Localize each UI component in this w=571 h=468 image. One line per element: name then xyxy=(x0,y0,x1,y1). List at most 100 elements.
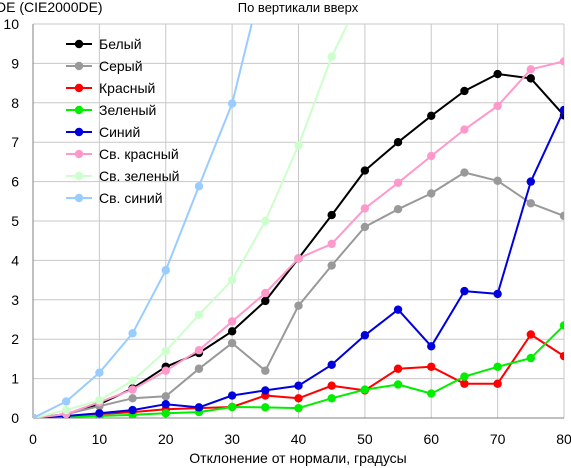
legend-swatch-marker-6 xyxy=(74,171,84,181)
data-point-1-9 xyxy=(327,261,336,270)
data-point-5-15 xyxy=(526,65,536,74)
data-point-4-5 xyxy=(194,403,204,412)
data-point-2-11 xyxy=(393,364,403,373)
legend-item-5: Св. красный xyxy=(66,146,179,162)
data-point-1-10 xyxy=(360,222,370,232)
data-point-3-15 xyxy=(526,353,536,363)
data-point-4-13 xyxy=(460,286,469,296)
data-point-5-8 xyxy=(294,254,303,263)
data-point-6-2 xyxy=(95,396,104,405)
data-point-6-9 xyxy=(327,52,336,61)
data-point-5-14 xyxy=(493,101,502,111)
data-point-4-3 xyxy=(128,405,137,415)
data-point-2-15 xyxy=(526,330,536,339)
y-tick-label-3: 3 xyxy=(11,292,19,308)
data-point-1-7 xyxy=(261,366,270,375)
data-point-0-15 xyxy=(526,74,536,83)
tick-labels: 0 10 20 30 40 50 60 70 80 0 1 2 3 4 5 6 7 8 9 10 xyxy=(3,16,571,447)
data-point-2-12 xyxy=(427,362,436,371)
data-point-1-14 xyxy=(493,176,502,186)
data-point-0-9 xyxy=(327,210,336,220)
y-tick-label-1: 1 xyxy=(11,371,19,387)
data-point-3-4 xyxy=(161,409,170,418)
data-point-1-5 xyxy=(194,364,204,373)
legend-item-6: Св. зеленый xyxy=(66,168,179,184)
data-point-4-14 xyxy=(493,289,502,299)
data-point-5-3 xyxy=(128,385,137,394)
legend-label-6: Св. зеленый xyxy=(99,168,179,184)
data-point-0-13 xyxy=(460,86,469,96)
data-point-3-10 xyxy=(360,385,370,394)
y-tick-label-8: 8 xyxy=(11,95,19,111)
data-point-4-9 xyxy=(327,360,336,370)
x-tick-label-2: 20 xyxy=(158,431,174,447)
data-point-6-4 xyxy=(161,346,170,356)
data-point-4-7 xyxy=(261,386,270,395)
data-point-3-8 xyxy=(294,403,303,413)
data-point-4-16 xyxy=(559,105,564,115)
data-point-3-9 xyxy=(327,394,336,403)
data-point-1-3 xyxy=(128,394,137,403)
data-point-0-6 xyxy=(227,327,237,336)
data-point-0-12 xyxy=(427,111,436,121)
y-tick-label-6: 6 xyxy=(11,174,19,190)
data-point-5-13 xyxy=(460,125,469,134)
data-point-2-8 xyxy=(294,394,303,403)
x-tick-label-5: 50 xyxy=(357,431,373,447)
y-tick-label-10: 10 xyxy=(3,16,19,32)
legend-item-4: Синий xyxy=(66,124,140,140)
data-point-7-6 xyxy=(227,99,237,108)
y-tick-label-5: 5 xyxy=(11,213,19,229)
legend-label-0: Белый xyxy=(99,36,142,52)
x-tick-label-1: 10 xyxy=(92,431,108,447)
data-point-1-8 xyxy=(294,301,303,310)
data-point-6-5 xyxy=(194,310,204,319)
axes xyxy=(32,24,564,419)
data-point-0-11 xyxy=(393,138,403,147)
data-point-1-13 xyxy=(460,168,469,177)
data-point-0-10 xyxy=(360,166,370,175)
data-point-2-13 xyxy=(460,379,469,388)
data-point-4-11 xyxy=(393,305,403,314)
y-tick-label-7: 7 xyxy=(11,134,19,150)
data-point-5-7 xyxy=(261,288,270,298)
x-tick-label-8: 80 xyxy=(556,431,571,447)
data-point-7-5 xyxy=(194,182,204,191)
y-tick-label-9: 9 xyxy=(11,55,19,71)
data-point-5-11 xyxy=(393,178,403,187)
x-tick-label-0: 0 xyxy=(29,431,37,447)
x-axis-label: Отклонение от нормали, градусы xyxy=(189,450,406,466)
series-1 xyxy=(33,168,564,418)
data-point-1-16 xyxy=(559,211,564,221)
legend-label-1: Серый xyxy=(99,58,143,74)
data-point-4-10 xyxy=(360,331,370,340)
data-point-5-16 xyxy=(559,57,564,66)
data-point-7-4 xyxy=(161,266,170,275)
data-point-4-8 xyxy=(294,381,303,390)
data-point-5-5 xyxy=(194,346,204,355)
data-point-7-0 xyxy=(33,413,38,418)
legend-swatch-marker-5 xyxy=(74,149,84,159)
data-point-7-2 xyxy=(95,368,104,377)
legend-swatch-marker-1 xyxy=(74,61,84,71)
data-point-4-15 xyxy=(526,177,536,186)
data-point-0-14 xyxy=(493,69,502,79)
data-point-0-7 xyxy=(261,296,270,306)
legend-swatch-marker-7 xyxy=(74,193,84,203)
data-point-3-12 xyxy=(427,389,436,398)
legend-label-7: Св. синий xyxy=(99,190,163,206)
data-point-4-2 xyxy=(95,409,104,418)
data-point-1-11 xyxy=(393,204,403,214)
data-point-5-6 xyxy=(227,317,237,326)
legend-item-3: Зеленый xyxy=(66,102,156,118)
x-tick-label-4: 40 xyxy=(291,431,307,447)
series-layer xyxy=(33,24,564,418)
legend-item-7: Св. синий xyxy=(66,190,163,206)
legend-swatch-marker-2 xyxy=(74,83,84,93)
data-point-3-7 xyxy=(261,403,270,412)
legend-label-2: Красный xyxy=(99,80,155,96)
legend-label-4: Синий xyxy=(99,124,140,140)
data-point-3-16 xyxy=(559,321,564,330)
data-point-1-12 xyxy=(427,189,436,198)
